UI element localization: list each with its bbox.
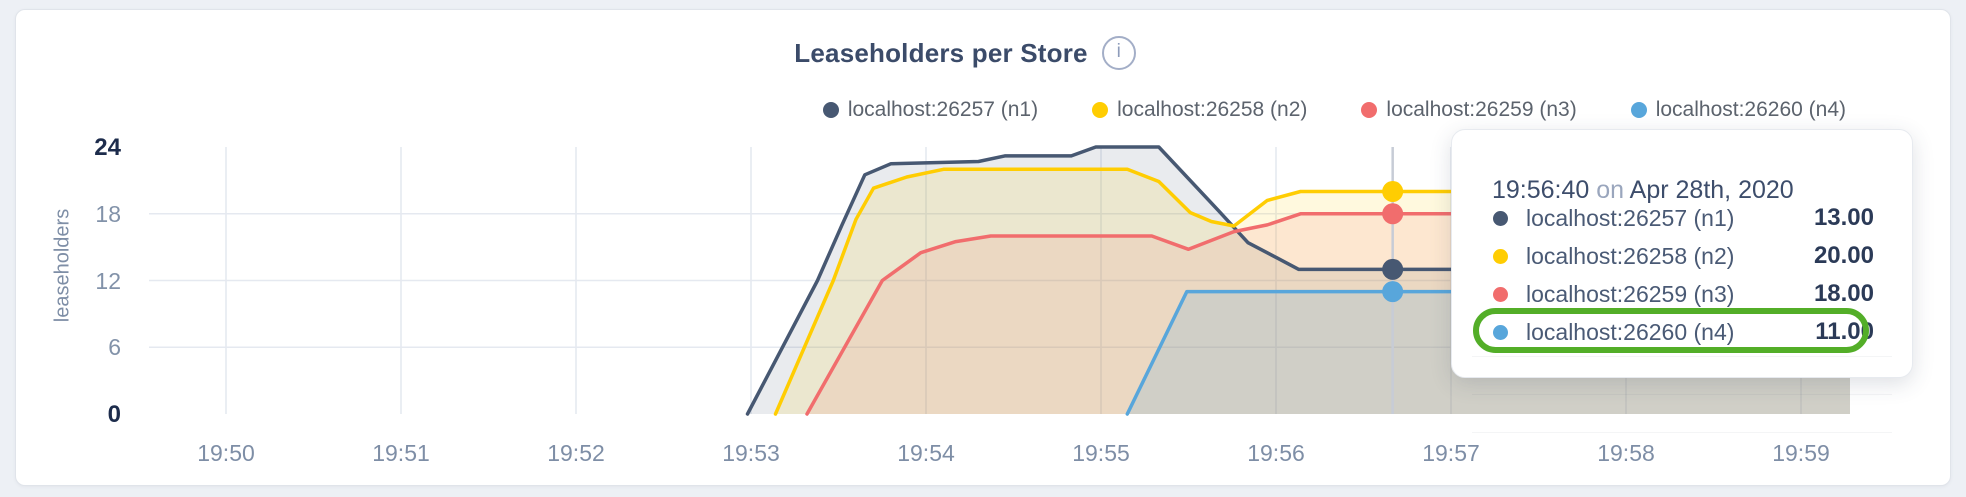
legend-dot-icon bbox=[1361, 102, 1378, 118]
tooltip-row: localhost:26259 (n3) 18.00 bbox=[1485, 275, 1874, 313]
tooltip-row: localhost:26260 (n4) 11.00 bbox=[1485, 313, 1874, 351]
legend-label: localhost:26260 (n4) bbox=[1655, 98, 1846, 121]
x-tick-label: 19:53 bbox=[722, 440, 780, 466]
tooltip-series-value: 20.00 bbox=[1813, 242, 1874, 269]
series-line bbox=[745, 145, 1852, 416]
tooltip-row-separator bbox=[1472, 356, 1892, 357]
hover-tooltip: 19:56:40 on Apr 28th, 2020 localhost:262… bbox=[1451, 129, 1913, 433]
info-icon[interactable]: i bbox=[1101, 36, 1136, 70]
tooltip-series-label: localhost:26258 (n2) bbox=[1526, 242, 1735, 269]
x-tick-label: 19:57 bbox=[1422, 440, 1480, 466]
tooltip-series-value: 18.00 bbox=[1813, 280, 1874, 307]
legend-dot-icon bbox=[1092, 102, 1109, 118]
y-tick-label: 18 bbox=[95, 200, 121, 227]
hover-marker bbox=[1382, 281, 1404, 303]
tooltip-series-value: 11.00 bbox=[1815, 318, 1874, 345]
x-tick-label: 19:50 bbox=[197, 440, 255, 466]
x-tick-label: 19:59 bbox=[1772, 440, 1830, 466]
x-tick-label: 19:52 bbox=[547, 440, 605, 466]
tooltip-series-value: 13.00 bbox=[1813, 204, 1874, 231]
hover-marker bbox=[1382, 203, 1404, 225]
y-tick-label: 24 bbox=[94, 134, 121, 161]
x-tick-label: 19:58 bbox=[1597, 440, 1655, 466]
tooltip-series-dot-icon bbox=[1493, 286, 1508, 302]
legend-label: localhost:26259 (n3) bbox=[1386, 98, 1577, 121]
tooltip-row: localhost:26257 (n1) 13.00 bbox=[1485, 199, 1874, 237]
tooltip-series-label: localhost:26259 (n3) bbox=[1526, 280, 1735, 307]
tooltip-timestamp: 19:56:40 on Apr 28th, 2020 bbox=[1492, 176, 1794, 205]
tooltip-date: Apr 28th, 2020 bbox=[1629, 176, 1794, 204]
series-line bbox=[805, 212, 1852, 416]
legend-label: localhost:26257 (n1) bbox=[847, 98, 1039, 121]
y-tick-label: 0 bbox=[107, 401, 121, 428]
legend-item[interactable]: localhost:26258 (n2) bbox=[1092, 98, 1307, 122]
x-tick-label: 19:51 bbox=[372, 440, 430, 466]
series-line bbox=[773, 167, 1852, 416]
tooltip-series-label: localhost:26257 (n1) bbox=[1526, 204, 1735, 231]
tooltip-on-word: on bbox=[1596, 176, 1625, 204]
y-axis-title: leaseholders bbox=[51, 208, 74, 323]
chart-header: Leaseholders per Store i bbox=[0, 36, 1932, 70]
x-tick-label: 19:54 bbox=[897, 440, 955, 466]
x-tick-label: 19:56 bbox=[1247, 440, 1305, 466]
hover-marker bbox=[1382, 258, 1404, 280]
tooltip-series-dot-icon bbox=[1493, 248, 1508, 264]
tooltip-row: localhost:26258 (n2) 20.00 bbox=[1485, 237, 1874, 275]
legend-label: localhost:26258 (n2) bbox=[1117, 98, 1308, 121]
tooltip-series-dot-icon bbox=[1493, 324, 1508, 340]
chart-card: Leaseholders per Store i localhost:26257… bbox=[15, 9, 1951, 486]
legend-dot-icon bbox=[822, 102, 839, 118]
legend-dot-icon bbox=[1630, 102, 1647, 118]
tooltip-series-label: localhost:26260 (n4) bbox=[1526, 318, 1735, 345]
y-tick-label: 6 bbox=[108, 334, 121, 361]
tooltip-row-separator bbox=[1472, 394, 1892, 395]
legend-item[interactable]: localhost:26257 (n1) bbox=[822, 98, 1039, 122]
y-tick-label: 12 bbox=[95, 267, 121, 294]
x-tick-label: 19:55 bbox=[1072, 440, 1130, 466]
hover-marker bbox=[1382, 181, 1404, 202]
chart-title: Leaseholders per Store bbox=[794, 37, 1088, 68]
legend: localhost:26257 (n1) localhost:26258 (n2)… bbox=[822, 98, 1846, 122]
legend-item[interactable]: localhost:26260 (n4) bbox=[1630, 98, 1846, 122]
tooltip-row-separator bbox=[1472, 432, 1892, 433]
legend-item[interactable]: localhost:26259 (n3) bbox=[1361, 98, 1577, 122]
tooltip-time: 19:56:40 bbox=[1492, 176, 1590, 204]
tooltip-series-dot-icon bbox=[1493, 210, 1508, 226]
